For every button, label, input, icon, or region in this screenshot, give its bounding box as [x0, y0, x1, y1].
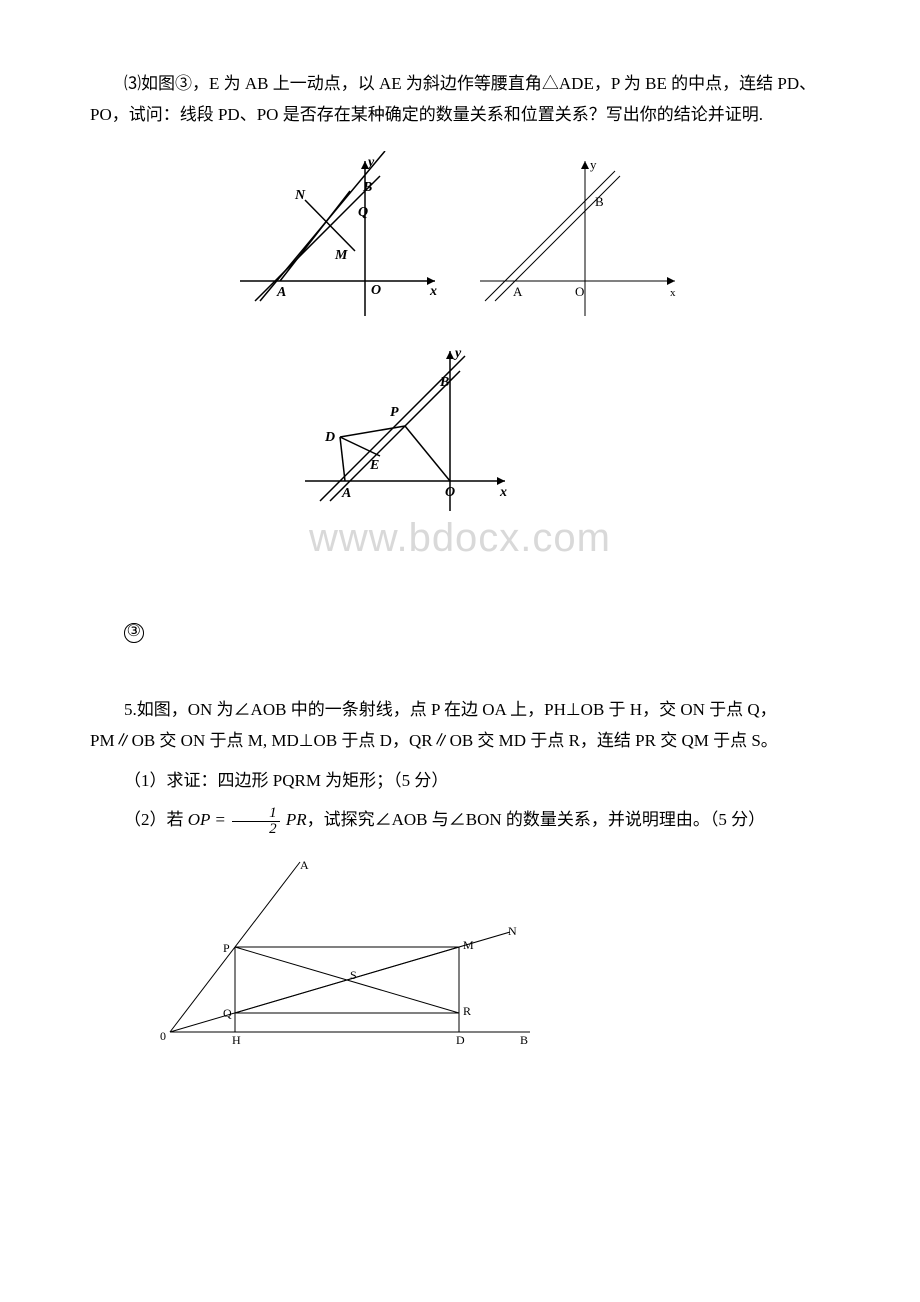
q5-part1: （1）求证：四边形 PQRM 为矩形；（5 分）	[90, 765, 830, 796]
fig5-B-label: B	[520, 1033, 528, 1047]
fig3-x-label: x	[499, 485, 507, 500]
fig3-B-label: B	[439, 375, 449, 390]
figure-5-block: A P Q M N S R H D B 0	[150, 857, 830, 1047]
fig5-M-label: M	[463, 938, 474, 952]
q5-part2-num: 1	[232, 806, 280, 822]
q5-intro: 5.如图，ON 为∠AOB 中的一条射线，点 P 在边 OA 上，PH⊥OB 于…	[90, 694, 830, 757]
fig5-P-label: P	[223, 941, 230, 955]
fig1-O-label: O	[371, 283, 381, 298]
fig1-M-label: M	[334, 248, 348, 263]
fig2-A-label: A	[513, 284, 523, 299]
figure-5: A P Q M N S R H D B 0	[150, 857, 550, 1047]
fig3-y-label: y	[453, 346, 462, 361]
fig3-P-label: P	[390, 405, 399, 420]
fig1-N-label: N	[294, 188, 306, 203]
q5-part2-eq-left: OP =	[188, 810, 230, 829]
fig3-E-label: E	[369, 458, 379, 473]
figure-1: y x B N Q M A O	[235, 151, 445, 321]
figure-3: y x B P D E A O	[300, 341, 520, 521]
fig1-B-label: B	[362, 180, 372, 195]
fig1-x-label: x	[429, 284, 437, 299]
fig2-x-label: x	[670, 287, 676, 299]
fig1-Q-label: Q	[358, 205, 368, 220]
fig3-A-label: A	[341, 486, 351, 501]
watermark: www.bdocx.com	[90, 501, 830, 575]
fig5-S-label: S	[350, 968, 357, 982]
fig5-D-label: D	[456, 1033, 465, 1047]
fig5-O-label: 0	[160, 1029, 166, 1043]
q5-part2-eq-right: PR	[282, 810, 307, 829]
q5-part2-prefix: （2）若	[124, 810, 184, 829]
fig5-A-label: A	[300, 858, 309, 872]
circled-3: ③	[124, 623, 144, 643]
fig5-R-label: R	[463, 1004, 471, 1018]
q4-part3-num: ⑶	[124, 74, 141, 93]
fig1-y-label: y	[366, 155, 375, 170]
q5-part2-fraction: 12	[232, 806, 280, 837]
q4-part3-figref: 如图③	[141, 74, 192, 93]
fig3-D-label: D	[324, 430, 335, 445]
q5-part2-den: 2	[232, 822, 280, 837]
q5-part2: （2）若 OP = 12 PR，试探究∠AOB 与∠BON 的数量关系，并说明理…	[90, 804, 830, 837]
fig5-H-label: H	[232, 1033, 241, 1047]
fig1-A-label: A	[276, 285, 286, 300]
fig5-N-label: N	[508, 924, 517, 938]
q5-part2-suffix: ，试探究∠AOB 与∠BON 的数量关系，并说明理由。（5 分）	[307, 810, 766, 829]
figure-3-block: y x B P D E A O	[0, 341, 830, 521]
q4-part3-text: ⑶如图③，E 为 AB 上一动点，以 AE 为斜边作等腰直角△ADE，P 为 B…	[90, 68, 830, 131]
fig2-O-label: O	[575, 284, 584, 299]
circled-3-label: ③	[90, 615, 830, 646]
fig3-O-label: O	[445, 485, 455, 500]
figures-row-1: y x B N Q M A O y x B A O	[90, 151, 830, 321]
q4-part3-body: ，E 为 AB 上一动点，以 AE 为斜边作等腰直角△ADE，P 为 BE 的中…	[90, 74, 816, 124]
figure-2: y x B A O	[475, 151, 685, 321]
fig2-B-label: B	[595, 194, 604, 209]
fig5-Q-label: Q	[223, 1006, 232, 1020]
fig2-y-label: y	[590, 157, 597, 172]
